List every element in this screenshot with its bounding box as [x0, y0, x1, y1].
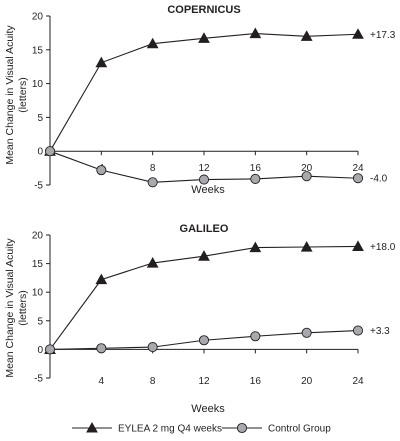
eylea-point [198, 32, 210, 43]
chart-title: GALILEO [180, 223, 229, 235]
chart-title: COPERNICUS [167, 4, 240, 16]
x-tick-label: 20 [301, 376, 313, 387]
x-tick-label: 8 [150, 163, 156, 174]
x-tick-label: 12 [198, 163, 210, 174]
eylea-point [300, 240, 313, 252]
control-point [147, 177, 158, 188]
galileo-panel: GALILEO -5 0 5 10 15 20 4 8 12 16 20 24 Weeks +18.0 +3.… [32, 223, 396, 415]
control-end-label: +3.3 [370, 326, 390, 337]
y-tick-label: 15 [32, 259, 44, 270]
control-point [198, 335, 210, 346]
x-axis-label: Weeks [191, 184, 225, 196]
legend: EYLEA 2 mg Q4 weeks Control Group [72, 421, 331, 435]
eylea-end-label: +18.0 [370, 242, 396, 253]
y-tick-label: 15 [32, 45, 44, 56]
legend-triangle-icon [86, 421, 98, 433]
control-point [96, 343, 107, 354]
y-axis-label-line: Mean Change in Visual Acuity [4, 25, 16, 165]
eylea-point [146, 257, 159, 268]
y-tick-label: 0 [37, 345, 43, 356]
y-tick-label: 10 [32, 288, 44, 299]
y-tick-label: 5 [37, 316, 43, 327]
eylea-line [49, 245, 359, 350]
eylea-end-label: +17.3 [370, 30, 396, 41]
legend-circle-icon [236, 422, 248, 434]
eylea-point [146, 37, 159, 49]
x-tick-label: 20 [301, 163, 313, 174]
control-point [301, 327, 312, 338]
control-point [44, 344, 56, 355]
control-end-label: -4.0 [370, 174, 388, 185]
control-point [44, 146, 56, 157]
y-tick-label: 20 [32, 231, 44, 242]
y-axis-label-line: (letters) [17, 77, 29, 113]
x-tick-label: 24 [352, 163, 364, 174]
eylea-point [95, 273, 108, 285]
eylea-point [352, 28, 364, 39]
x-axis-label: Weeks [191, 403, 225, 415]
eylea-point [352, 240, 364, 252]
control-point [250, 331, 261, 342]
control-point [352, 325, 364, 336]
control-point [96, 165, 107, 176]
y-tick-label: 5 [37, 113, 43, 124]
y-tick-label: 10 [32, 79, 44, 90]
eylea-point [198, 250, 210, 261]
x-tick-label: 4 [99, 376, 105, 387]
x-tick-label: 12 [198, 376, 210, 387]
control-point [147, 342, 158, 353]
y-tick-label: -5 [34, 374, 43, 385]
x-tick-label: 8 [150, 376, 156, 387]
eylea-line [49, 33, 359, 152]
legend-label: Control Group [268, 424, 331, 435]
control-point [352, 173, 364, 184]
y-axis-label: Mean Change in Visual Acuity(letters) [4, 238, 29, 378]
y-tick-label: 20 [32, 12, 44, 23]
y-tick-label: -5 [34, 181, 43, 192]
eylea-point [249, 27, 262, 39]
eylea-point [95, 56, 108, 68]
eylea-point [249, 241, 262, 253]
control-point [301, 171, 312, 182]
y-tick-label: 0 [37, 147, 43, 158]
y-axis-label-line: Mean Change in Visual Acuity [4, 238, 16, 378]
eylea-point [300, 30, 313, 41]
control-point [250, 173, 261, 184]
x-tick-label: 16 [250, 163, 262, 174]
x-tick-label: 16 [250, 376, 262, 387]
control-point [198, 174, 210, 185]
x-tick-label: 24 [352, 376, 364, 387]
y-axis-label: Mean Change in Visual Acuity(letters) [4, 25, 29, 165]
copernicus-panel: COPERNICUS-5051015204812162024Weeks+17.3… [32, 4, 396, 196]
legend-label: EYLEA 2 mg Q4 weeks [118, 424, 222, 435]
y-axis-label-line: (letters) [17, 290, 29, 326]
